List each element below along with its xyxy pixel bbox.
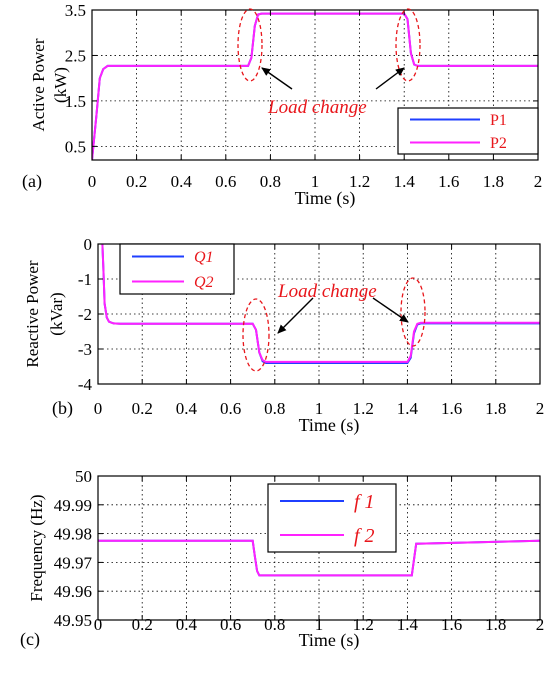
load-change-ellipse bbox=[242, 298, 270, 372]
panel-label: (c) bbox=[20, 629, 40, 650]
x-tick-label: 1.2 bbox=[353, 615, 374, 634]
x-tick-label: 0.8 bbox=[264, 399, 285, 418]
y-axis-label-line: Reactive Power bbox=[23, 260, 42, 367]
y-tick-label: 3.5 bbox=[65, 1, 86, 20]
y-tick-label: 49.95 bbox=[54, 611, 92, 630]
series-line-p2 bbox=[92, 12, 538, 160]
x-tick-label: 1.6 bbox=[438, 172, 459, 191]
y-axis-label: Active Power (kW) bbox=[29, 38, 70, 131]
x-axis-label: Time (s) bbox=[295, 188, 356, 209]
x-tick-label: 1.4 bbox=[394, 172, 416, 191]
x-tick-label: 1.8 bbox=[485, 615, 506, 634]
y-tick-label: 1.5 bbox=[65, 92, 86, 111]
legend-box bbox=[267, 483, 397, 553]
x-tick-label: 1 bbox=[315, 399, 324, 418]
y-axis-label-line: (kVar) bbox=[47, 292, 66, 335]
legend-label: f 2 bbox=[354, 525, 375, 547]
x-tick-label: 2 bbox=[536, 615, 544, 634]
legend-box bbox=[397, 107, 539, 155]
y-tick-label: 2.5 bbox=[65, 46, 86, 65]
legend-label: P2 bbox=[490, 135, 507, 152]
x-tick-label: 1.6 bbox=[441, 399, 462, 418]
x-tick-label: 0 bbox=[88, 172, 97, 191]
x-tick-label: 2 bbox=[534, 172, 543, 191]
annotation-arrow bbox=[375, 67, 405, 90]
x-tick-label: 0.2 bbox=[132, 399, 153, 418]
y-tick-label: -3 bbox=[78, 340, 92, 359]
chart-panel-3: 0 0.2 0.4 0.6 0.8 1 1.2 1.4 1.6 1.8 2 50 49.99 49.98 4… bbox=[20, 467, 544, 651]
x-axis-label: Time (s) bbox=[299, 630, 360, 651]
y-tick-label: 50 bbox=[75, 467, 92, 486]
y-tick-label: 49.99 bbox=[54, 496, 92, 515]
x-tick-label: 0.8 bbox=[260, 172, 281, 191]
x-tick-label: 0.6 bbox=[220, 615, 241, 634]
annotation-arrow bbox=[372, 297, 409, 323]
x-tick-label: 1.6 bbox=[441, 615, 462, 634]
chart-panel-2: 0 0.2 0.4 0.6 0.8 1 1.2 1.4 1.6 1.8 2 0 -1 -2 -3 -4 Time… bbox=[23, 235, 544, 436]
y-tick-label: -1 bbox=[78, 270, 92, 289]
series-line-f2 bbox=[98, 537, 540, 577]
panel-label: (b) bbox=[52, 398, 73, 419]
x-tick-label: 0.2 bbox=[132, 615, 153, 634]
legend-label: P1 bbox=[490, 112, 507, 129]
legend-label: Q1 bbox=[194, 249, 214, 266]
load-change-ellipse bbox=[400, 277, 426, 347]
load-change-ellipse bbox=[395, 8, 421, 82]
x-tick-label: 1.8 bbox=[485, 399, 506, 418]
x-tick-label: 1.2 bbox=[353, 399, 374, 418]
y-axis-label-line: Frequency (Hz) bbox=[27, 494, 46, 601]
x-tick-label: 0.4 bbox=[171, 172, 193, 191]
series-line-q2 bbox=[101, 244, 540, 363]
y-tick-label: 0.5 bbox=[65, 137, 86, 156]
legend-box bbox=[119, 243, 235, 295]
annotation-label: Load change bbox=[267, 97, 367, 118]
x-tick-label: 0.4 bbox=[176, 615, 198, 634]
y-tick-label: 49.96 bbox=[54, 582, 92, 601]
legend-label: f 1 bbox=[354, 491, 375, 513]
y-tick-label: -4 bbox=[78, 375, 93, 394]
x-tick-label: 0.2 bbox=[126, 172, 147, 191]
x-tick-label: 0.6 bbox=[215, 172, 236, 191]
legend-label: Q2 bbox=[194, 274, 214, 291]
x-tick-label: 1.4 bbox=[397, 615, 419, 634]
legend: f 1 f 2 bbox=[267, 483, 397, 553]
annotation-label: Load change bbox=[277, 281, 377, 302]
x-tick-label: 0 bbox=[94, 615, 103, 634]
y-axis-label: Frequency (Hz) bbox=[27, 494, 46, 601]
x-tick-label: 1 bbox=[315, 615, 324, 634]
x-tick-label: 1.4 bbox=[397, 399, 419, 418]
annotation-arrow bbox=[261, 67, 293, 90]
x-tick-label: 2 bbox=[536, 399, 544, 418]
chart-panel-1: 0 0.2 0.4 0.6 0.8 1 1.2 1.4 1.6 1.8 2 0.5 1.5 2.5 3.5 T… bbox=[22, 1, 542, 209]
x-tick-label: 0 bbox=[94, 399, 103, 418]
y-tick-label: 49.98 bbox=[54, 525, 92, 544]
y-tick-label: 0 bbox=[84, 235, 93, 254]
x-tick-label: 1.8 bbox=[483, 172, 504, 191]
x-axis-label: Time (s) bbox=[299, 415, 360, 436]
x-tick-label: 1 bbox=[311, 172, 320, 191]
x-tick-label: 0.6 bbox=[220, 399, 241, 418]
y-axis-label: Reactive Power (kVar) bbox=[23, 260, 66, 367]
panel-label: (a) bbox=[22, 171, 42, 192]
x-tick-label: 0.4 bbox=[176, 399, 198, 418]
x-tick-label: 1.2 bbox=[349, 172, 370, 191]
y-tick-label: 49.97 bbox=[54, 553, 93, 572]
x-tick-label: 0.8 bbox=[264, 615, 285, 634]
y-axis-label-line: Active Power bbox=[29, 38, 48, 131]
y-tick-label: -2 bbox=[78, 305, 92, 324]
load-change-ellipse bbox=[237, 8, 263, 82]
y-axis-label-line: (kW) bbox=[51, 67, 70, 103]
annotation-arrow bbox=[277, 297, 314, 334]
